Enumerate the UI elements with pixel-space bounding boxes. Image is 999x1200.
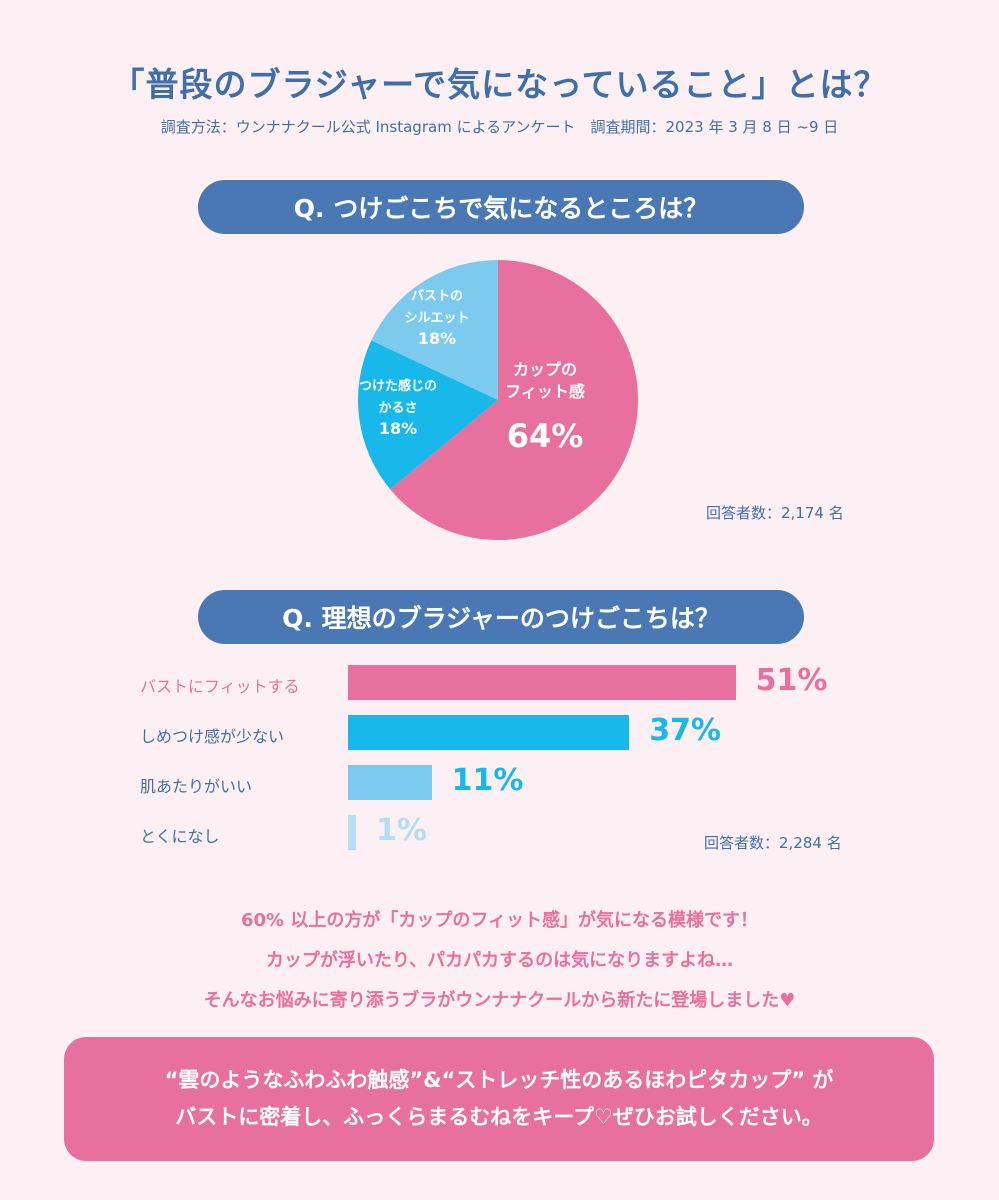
bar	[348, 665, 736, 700]
pie-value-label: 64%	[507, 417, 584, 455]
pie-slice	[371, 260, 498, 400]
page-title: 「普段のブラジャーで気になっていること」とは？	[111, 65, 888, 104]
bar	[348, 715, 630, 750]
survey-info: 調査方法：ウンナナクール公式 Instagram によるアンケート 調査期間：2…	[160, 118, 839, 136]
pie-slice-label: バストの	[411, 289, 463, 304]
question-2-heading: Q. 理想のブラジャーのつけごこちは？	[198, 590, 804, 644]
bar-category-label: とくになし	[140, 827, 220, 846]
pie-slice	[390, 260, 639, 540]
pie-slice-label: つけた感じの	[359, 378, 437, 394]
pie-respondents: 回答者数：2,174 名	[706, 504, 844, 522]
bar-value-label: 1%	[376, 813, 427, 848]
pie-value-label: 18%	[379, 419, 417, 438]
bar	[348, 815, 356, 850]
pie-slice-label: カップの	[513, 360, 577, 379]
callout-line: “雲のようなふわふわ触感”&“ストレッチ性のあるほわピタカップ” が	[164, 1068, 834, 1093]
bar-value-label: 37%	[649, 713, 721, 748]
message-line: カップが浮いたり、パカパカするのは気になりますよね…	[265, 950, 734, 971]
pie-slice-label: フィット感	[505, 382, 585, 401]
bar-value-label: 51%	[755, 663, 828, 698]
bar	[348, 765, 432, 800]
bar-value-label: 11%	[451, 763, 524, 798]
bar-category-label: バストにフィットする	[140, 677, 300, 696]
callout-line: バストに密着し、ふっくらまるむねをキープ♡ぜひお試しください。	[175, 1105, 823, 1129]
bar-category-label: 肌あたりがいい	[140, 777, 253, 796]
message-line: 60% 以上の方が「カップのフィット感」が気になる模様です！	[241, 910, 758, 931]
bar-category-label: しめつけ感が少ない	[140, 727, 285, 746]
bar-respondents: 回答者数：2,284 名	[704, 834, 842, 852]
callout-box: “雲のようなふわふわ触感”&“ストレッチ性のあるほわピタカップ” が バストに密…	[64, 1037, 934, 1161]
pie-slice	[358, 340, 498, 490]
question-1-heading: Q. つけごこちで気になるところは？	[198, 180, 804, 234]
message-line: そんなお悩みに寄り添うブラがウンナナクールから新たに登場しました♥	[203, 990, 796, 1011]
pie-slice-label: シルエット	[404, 311, 469, 326]
pie-value-label: 18%	[418, 329, 456, 348]
pie-slice-label: かるさ	[378, 401, 417, 416]
